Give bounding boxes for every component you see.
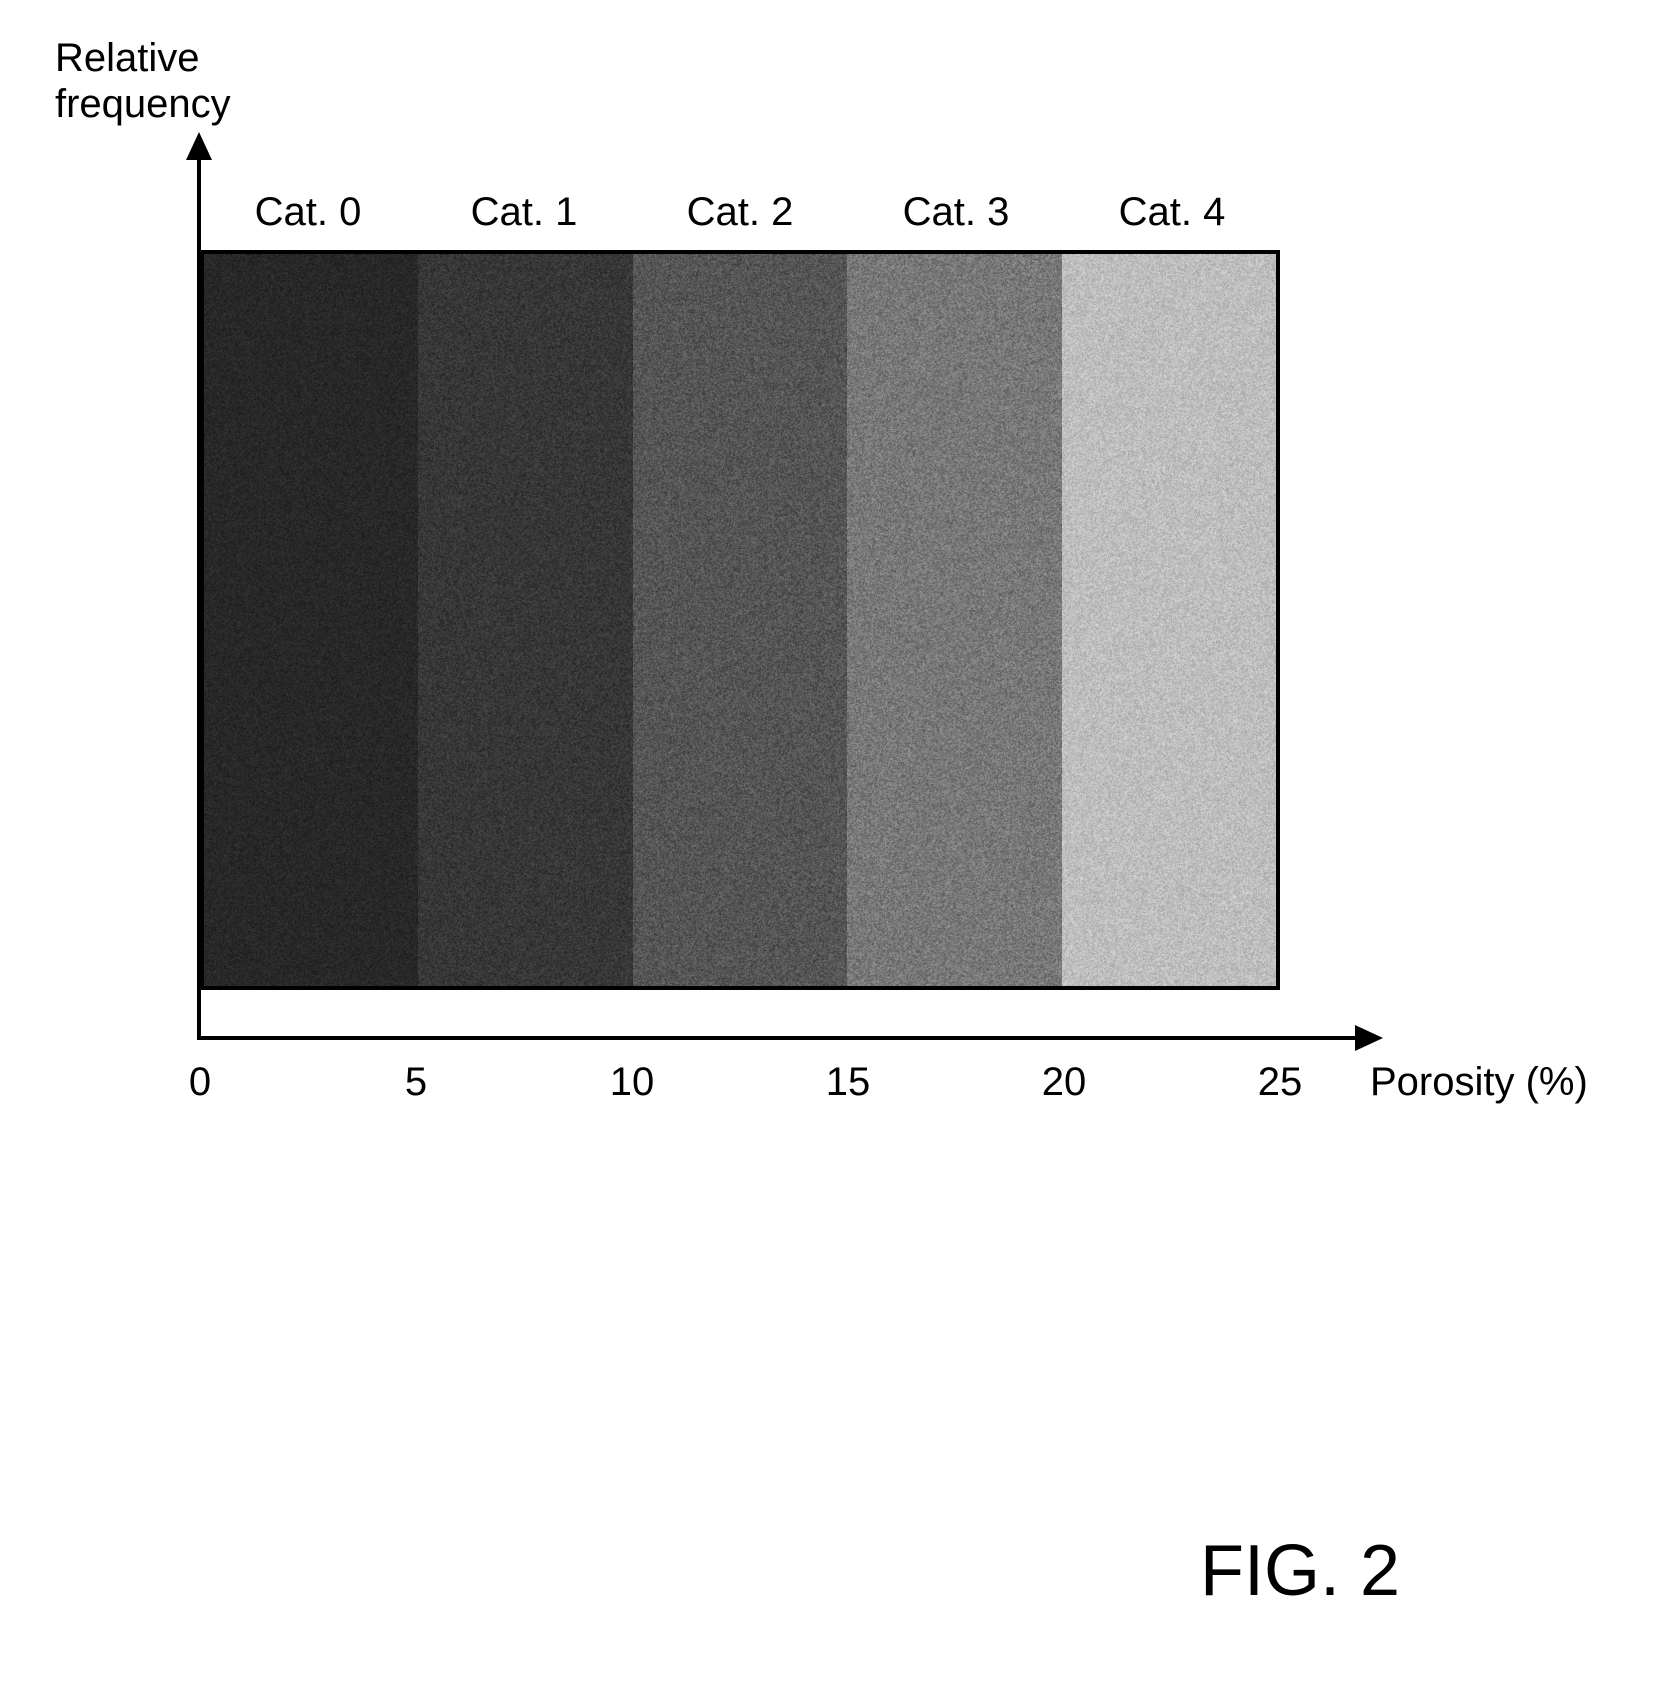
bar-cat-4 (1062, 254, 1276, 986)
figure-root: Relative frequency Cat. 0 Cat. 1 Cat. 2 … (0, 0, 1658, 1703)
bar-fill (204, 254, 418, 986)
bar-fill (418, 254, 632, 986)
bar-fill (847, 254, 1061, 986)
x-tick-label: 15 (818, 1060, 878, 1105)
bar-cat-3 (847, 254, 1061, 986)
bar-cat-1 (418, 254, 632, 986)
x-tick-label: 10 (602, 1060, 662, 1105)
bar-cat-0 (204, 254, 418, 986)
category-label: Cat. 0 (200, 190, 416, 235)
bar-cat-2 (633, 254, 847, 986)
y-axis-arrow (186, 132, 212, 160)
y-axis-label: Relative frequency (55, 35, 231, 127)
category-label: Cat. 3 (848, 190, 1064, 235)
x-tick-label: 5 (386, 1060, 446, 1105)
x-axis-arrow (1355, 1025, 1383, 1051)
x-axis-label: Porosity (%) (1370, 1060, 1588, 1105)
x-tick-label: 20 (1034, 1060, 1094, 1105)
x-axis-line (197, 1036, 1357, 1040)
category-label: Cat. 4 (1064, 190, 1280, 235)
x-tick-label: 25 (1250, 1060, 1310, 1105)
plot-area (200, 250, 1280, 990)
figure-caption: FIG. 2 (1200, 1530, 1400, 1612)
x-tick-label: 0 (170, 1060, 230, 1105)
category-label: Cat. 1 (416, 190, 632, 235)
bar-fill (1062, 254, 1276, 986)
bar-fill (633, 254, 847, 986)
category-label: Cat. 2 (632, 190, 848, 235)
